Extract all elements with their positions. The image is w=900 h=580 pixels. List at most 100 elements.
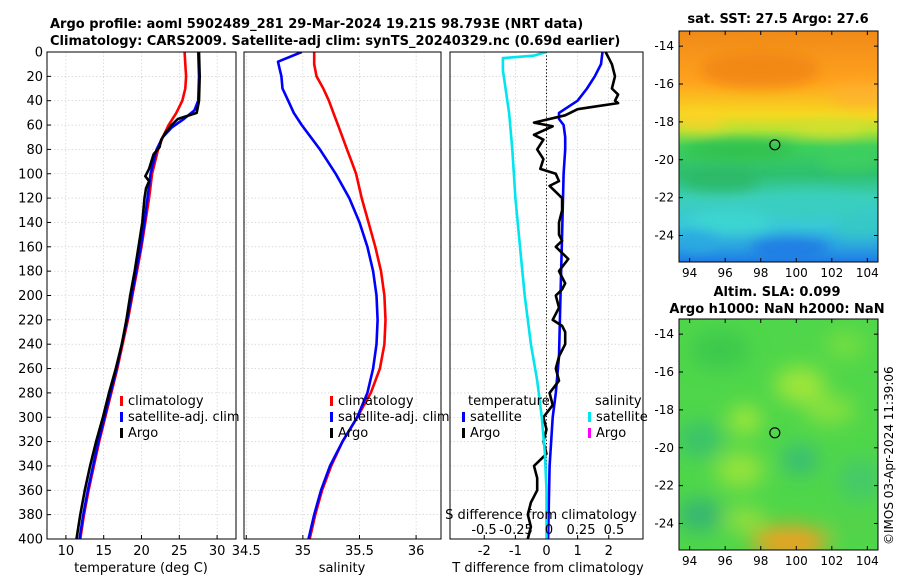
temperature-x-label: temperature (deg C): [74, 561, 208, 576]
salinity-x-label: salinity: [319, 561, 366, 576]
difference-x-label: T difference from climatology: [451, 561, 644, 576]
temperature-legend: climatology satellite-adj. clim Argo: [120, 394, 240, 441]
sla-map-frame: [678, 318, 879, 551]
x-tick-label: 30: [209, 544, 226, 559]
map-y-label: -16: [654, 77, 674, 91]
legend-swatch-argo: [120, 428, 123, 438]
temperature-axes-box: [46, 51, 237, 540]
y-tick-label: 400: [18, 533, 43, 548]
y-tick-label: 100: [18, 167, 43, 182]
salinity-panel: 34.5 35 35.5 36 salinity climatology satell…: [232, 51, 450, 576]
sla-map: Altim. SLA: 0.099 Argo h1000: NaN h2000:…: [654, 285, 884, 568]
legend-swatch-satellite: [120, 412, 123, 422]
x-tick-label: 15: [95, 544, 112, 559]
temperature-panel: 0 20 40 60 80 100 120 140 160 180 200 220 240 260 280 3…: [18, 46, 239, 577]
y-tick-label: 180: [18, 265, 43, 280]
y-tick-label: 80: [26, 143, 43, 158]
header-line-1: Argo profile: aoml 5902489_281 29-Mar-20…: [50, 17, 583, 32]
sla-map-ticks: 94 96 98 100 102 104 -14 -16 -18 -20 -22 -24: [654, 319, 879, 568]
s-difference-label: S difference from climatology: [445, 508, 637, 523]
map-x-label: 102: [820, 554, 843, 568]
map-x-label: 102: [820, 266, 843, 280]
sst-map-ticks: 94 96 98 100 102 104 -14 -16 -18 -20 -22 -24: [654, 31, 879, 280]
legend-sal-argo-label: Argo: [596, 426, 626, 441]
legend-label-satellite: satellite-adj. clim: [128, 410, 240, 425]
map-x-label: 98: [753, 266, 768, 280]
salinity-legend: climatology satellite-adj. clim Argo: [330, 394, 450, 441]
map-x-label: 96: [718, 554, 733, 568]
y-tick-label: 280: [18, 386, 43, 401]
s-difference-ticks: -0.5 -0.25 0 0.25 0.5: [471, 523, 624, 538]
y-tick-label: 160: [18, 240, 43, 255]
s-tick: 0: [545, 523, 553, 538]
y-tick-label: 220: [18, 313, 43, 328]
s-tick: 0.25: [567, 523, 596, 538]
map-y-label: -20: [654, 441, 674, 455]
y-tick-label: 240: [18, 338, 43, 353]
difference-panel: -2 -1 0 1 2 temperature satellite Argo salin…: [445, 51, 648, 576]
legend-label-climatology: climatology: [128, 394, 204, 409]
map-y-label: -24: [654, 228, 674, 242]
y-tick-label: 140: [18, 216, 43, 231]
x-tick-label: 35: [295, 544, 312, 559]
salinity-legend-label-satellite: satellite-adj. clim: [338, 410, 450, 425]
header-line-2: Climatology: CARS2009. Satellite-adj cli…: [50, 34, 620, 49]
s-tick: 0.5: [604, 523, 625, 538]
sst-map-frame: [678, 30, 879, 263]
difference-legend-temperature: temperature satellite Argo: [462, 394, 550, 441]
map-y-label: -20: [654, 153, 674, 167]
salinity-lines: [276, 52, 387, 539]
series-line-satellite-adj-clim: [276, 52, 379, 539]
legend-temp-satellite-label: satellite: [470, 410, 522, 425]
x-tick-label: 34.5: [232, 544, 261, 559]
s-tick: -0.25: [499, 523, 533, 538]
salinity-axes-box: [243, 51, 442, 540]
y-tick-label: 380: [18, 508, 43, 523]
y-tick-label: 340: [18, 459, 43, 474]
salinity-legend-swatch-climatology: [330, 396, 333, 406]
salinity-grid: [244, 51, 441, 540]
argo-location-marker: [769, 139, 781, 151]
legend-salinity-title: salinity: [595, 394, 642, 409]
y-tick-label: 200: [18, 289, 43, 304]
sst-field: [679, 31, 878, 262]
map-y-label: -22: [654, 479, 674, 493]
legend-sal-argo-swatch: [588, 428, 591, 438]
salinity-legend-swatch-argo: [330, 428, 333, 438]
argo-location-marker: [769, 427, 781, 439]
x-tick-label: -2: [478, 544, 491, 559]
y-tick-label: 20: [26, 70, 43, 85]
salinity-legend-label-climatology: climatology: [338, 394, 414, 409]
y-tick-label: 260: [18, 362, 43, 377]
legend-temp-argo-label: Argo: [470, 426, 500, 441]
map-x-label: 104: [856, 266, 879, 280]
sla-field: [679, 319, 878, 550]
map-y-label: -22: [654, 191, 674, 205]
legend-sal-satellite-swatch: [588, 412, 591, 422]
legend-temp-satellite-swatch: [462, 412, 465, 422]
series-line-salinity-satellite: [501, 52, 548, 539]
difference-lines: [501, 52, 620, 539]
map-x-label: 100: [785, 554, 808, 568]
x-tick-label: 10: [58, 544, 75, 559]
sla-texture: [679, 330, 878, 550]
temperature-grid: [47, 51, 236, 540]
y-tick-label: 300: [18, 411, 43, 426]
map-x-label: 94: [682, 554, 697, 568]
y-tick-label: 320: [18, 435, 43, 450]
map-x-label: 104: [856, 554, 879, 568]
difference-legend-salinity: salinity satellite Argo: [588, 394, 648, 441]
salinity-x-ticks: 34.5 35 35.5 36: [232, 535, 424, 559]
difference-axes-box: [449, 51, 644, 540]
y-tick-label: 40: [26, 94, 43, 109]
series-line-argo: [75, 52, 201, 539]
legend-temperature-title: temperature: [468, 394, 550, 409]
s-tick: -0.5: [471, 523, 496, 538]
difference-x-ticks: -2 -1 0 1 2: [478, 535, 613, 559]
legend-temp-argo-swatch: [462, 428, 465, 438]
map-y-label: -14: [654, 327, 674, 341]
map-x-label: 98: [753, 554, 768, 568]
temperature-lines: [75, 52, 201, 539]
series-line-temperature-argo: [526, 52, 620, 539]
